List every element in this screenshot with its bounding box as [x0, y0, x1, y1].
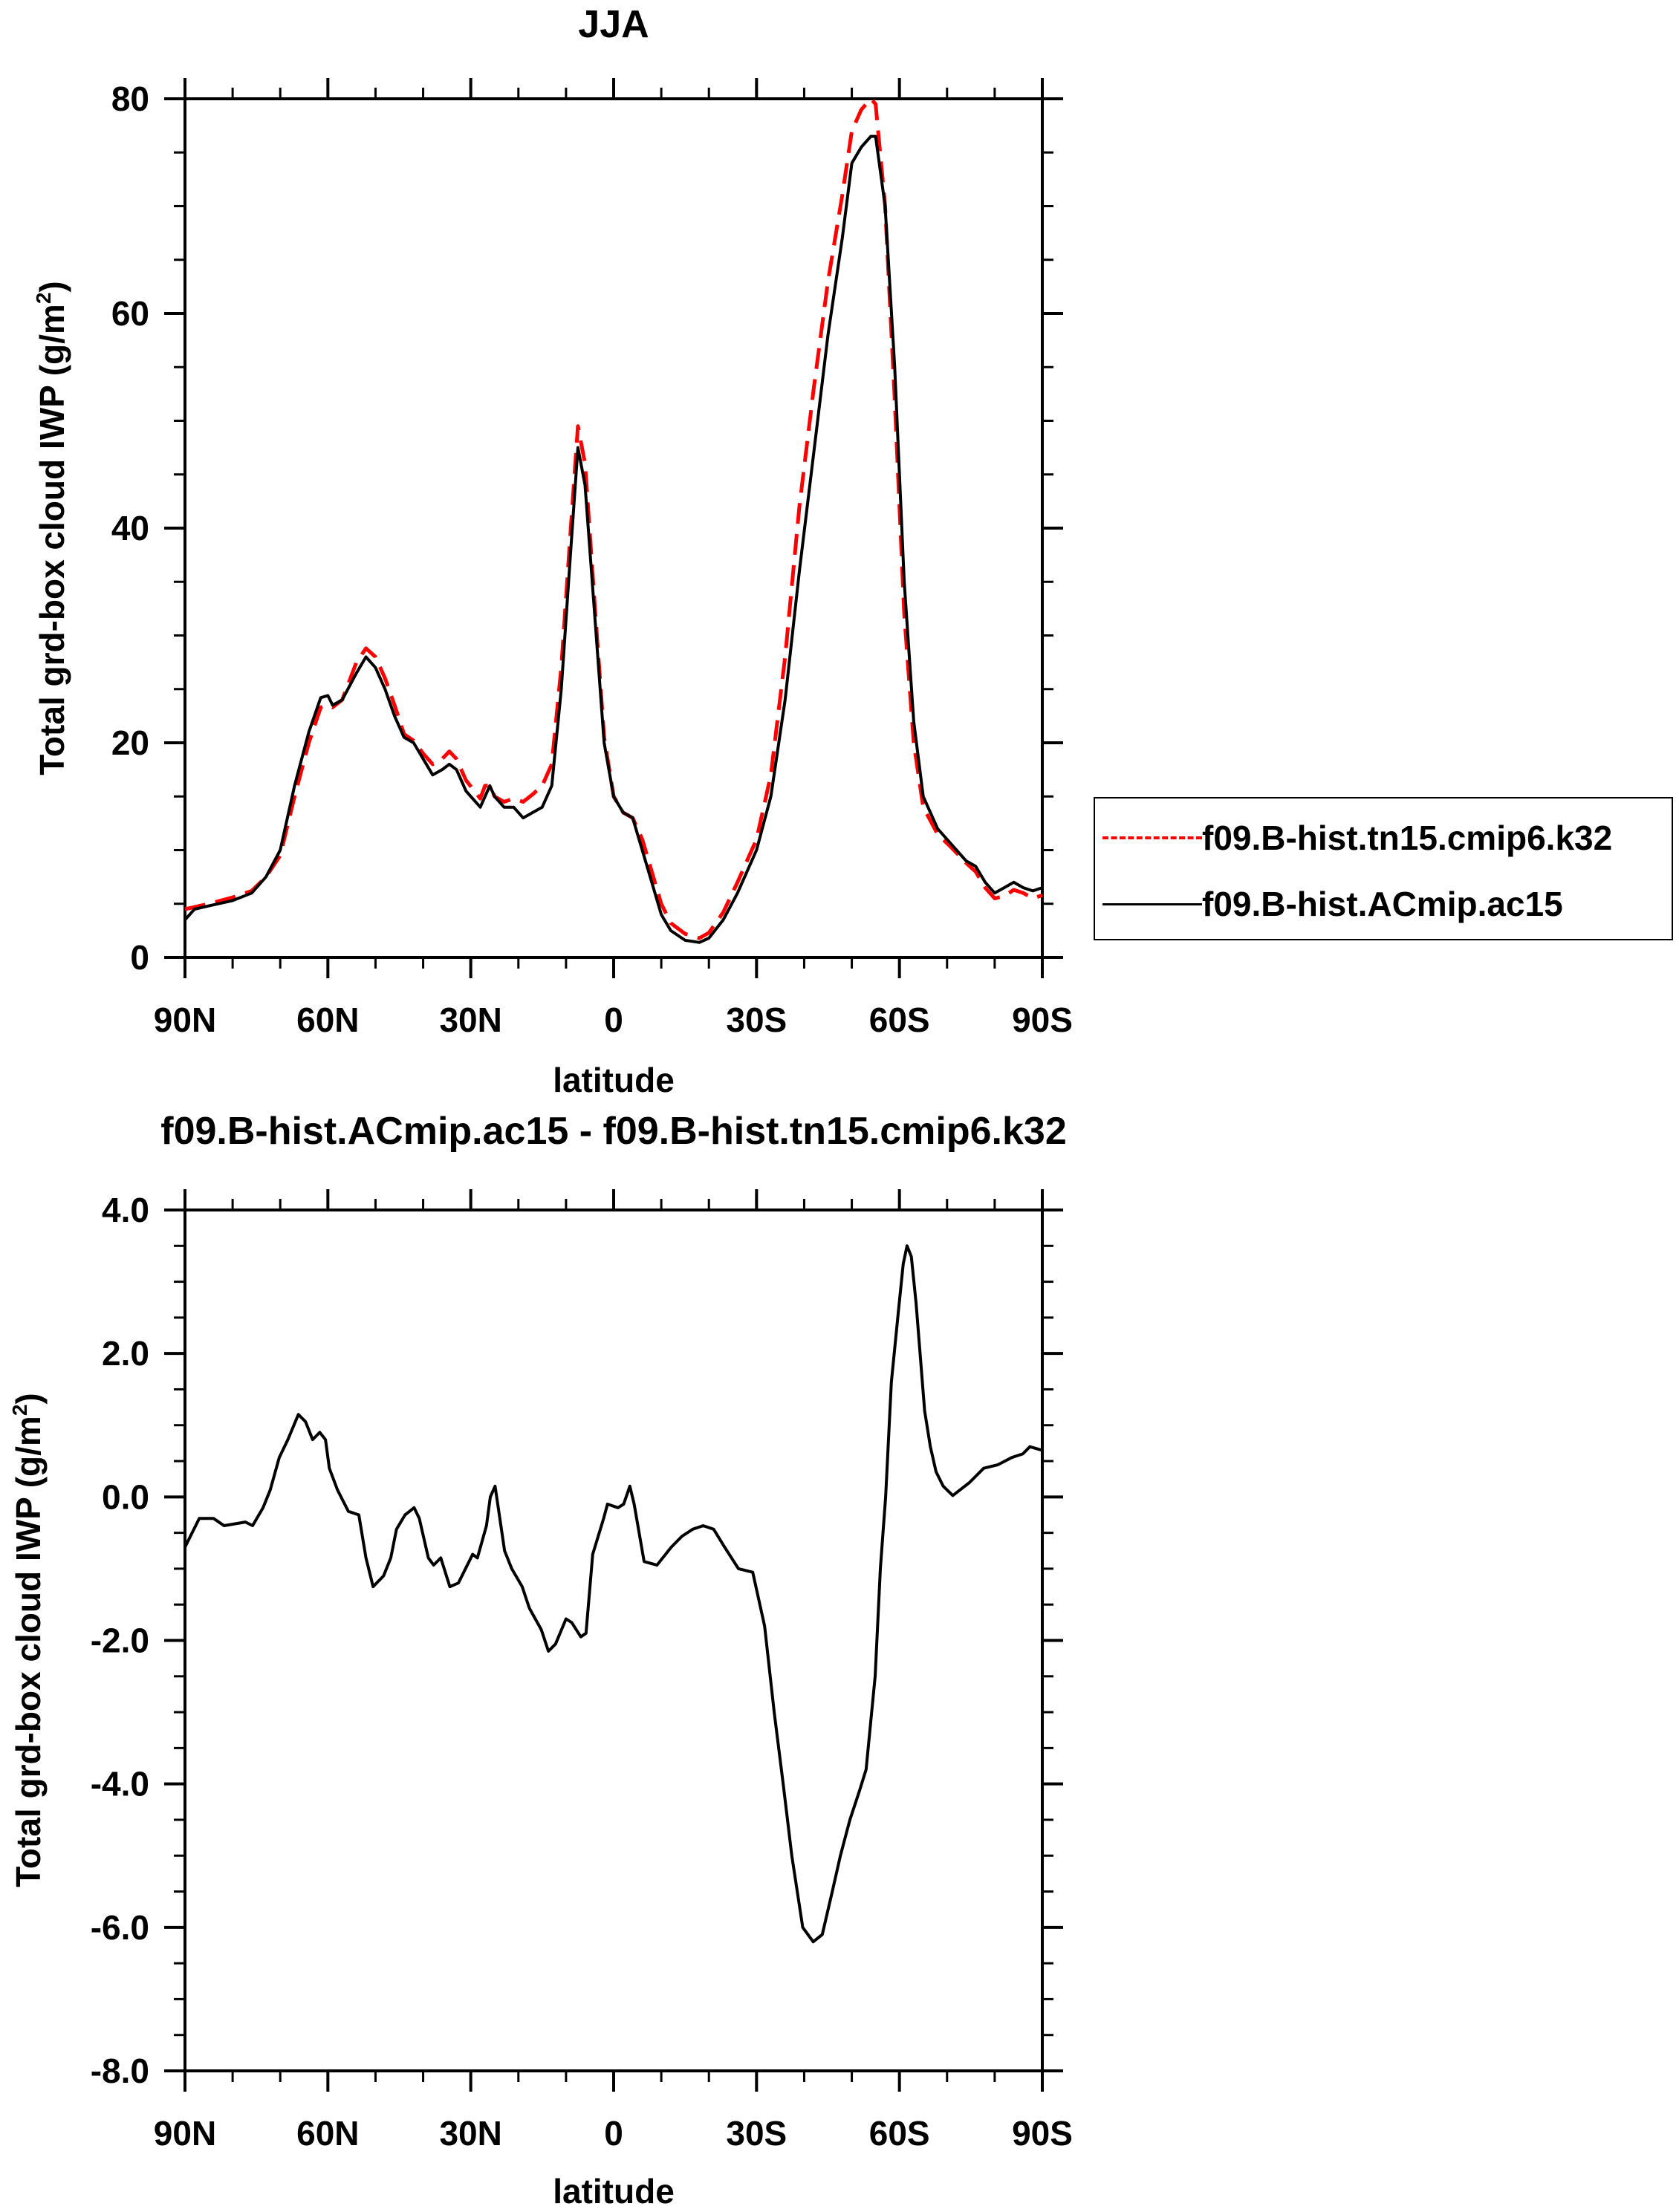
bottom-plot-title: f09.B-hist.ACmip.ac15 - f09.B-hist.tn15.…	[160, 1110, 1067, 1153]
top-plot-ylabel-main: Total grd-box cloud IWP (g/m	[33, 304, 71, 775]
x-tick-label: 30S	[726, 2114, 787, 2153]
bottom-plot-ylabel-sup: 2	[8, 1405, 31, 1416]
y-tick-label: 0.0	[102, 1477, 149, 1516]
top-plot-xlabel: latitude	[553, 1061, 675, 1099]
bottom-plot-ylabel: Total grd-box cloud IWP (g/m2)	[8, 1393, 48, 1887]
top-plot-ylabel-sup: 2	[32, 293, 55, 305]
x-tick-label: 30N	[439, 2114, 501, 2153]
x-tick-label: 0	[604, 2114, 623, 2153]
x-tick-label: 90N	[154, 2114, 216, 2153]
x-tick-label: 90S	[1012, 2114, 1073, 2153]
x-tick-label: 0	[604, 1001, 623, 1039]
y-tick-label: -6.0	[91, 1908, 149, 1947]
y-tick-label: 4.0	[102, 1191, 149, 1229]
bottom-plot-ylabel-end: )	[9, 1393, 48, 1404]
bottom-plot-xlabel: latitude	[553, 2172, 675, 2211]
legend-label-tn15: f09.B-hist.tn15.cmip6.k32	[1202, 819, 1613, 857]
series-line-difference	[184, 1244, 1043, 1944]
series-line-f09-b-hist-tn15-cmip6-k32	[184, 97, 1043, 940]
top-plot-ylabel: Total grd-box cloud IWP (g/m2)	[32, 281, 71, 775]
top-plot: 90N 60N 30N 0 30S 60S 90S 0 20 40 60 80	[111, 78, 1073, 1039]
plot-frame	[184, 1209, 1044, 2072]
series-line-f09-b-hist-acmip-ac15	[184, 134, 1043, 944]
y-tick-label: 20	[111, 723, 149, 762]
x-tick-label: 60N	[296, 1001, 359, 1039]
y-tick-label: -2.0	[91, 1621, 149, 1660]
y-tick-label: 60	[111, 294, 149, 333]
legend-label-ac15: f09.B-hist.ACmip.ac15	[1202, 885, 1563, 923]
x-tick-label: 60S	[869, 2114, 930, 2153]
y-tick-label: -4.0	[91, 1765, 149, 1803]
y-tick-label: 2.0	[102, 1334, 149, 1373]
y-tick-label: 0	[130, 938, 149, 977]
y-tick-label: 40	[111, 509, 149, 547]
legend-solid-black-line-icon	[1102, 902, 1202, 905]
bottom-plot-ylabel-main: Total grd-box cloud IWP (g/m	[9, 1416, 48, 1887]
legend-item-ac15: f09.B-hist.ACmip.ac15	[1095, 882, 1563, 926]
top-plot-title: JJA	[578, 3, 649, 46]
x-tick-label: 60S	[869, 1001, 930, 1039]
x-tick-label: 60N	[296, 2114, 359, 2153]
legend: f09.B-hist.tn15.cmip6.k32 f09.B-hist.ACm…	[1094, 797, 1673, 940]
x-tick-label: 30S	[726, 1001, 787, 1039]
x-tick-label: 30N	[439, 1001, 501, 1039]
bottom-plot: 90N 60N 30N 0 30S 60S 90S -8.0 -6.0 -4.0 -2.0 0.0 2.…	[91, 1189, 1073, 2153]
x-tick-label: 90N	[154, 1001, 216, 1039]
top-plot-ylabel-end: )	[33, 281, 71, 292]
y-tick-label: -8.0	[91, 2052, 149, 2090]
legend-dashed-red-line-icon	[1102, 836, 1202, 839]
x-tick-label: 90S	[1012, 1001, 1073, 1039]
y-tick-label: 80	[111, 79, 149, 118]
plot-frame	[184, 97, 1044, 959]
legend-item-tn15: f09.B-hist.tn15.cmip6.k32	[1095, 816, 1612, 860]
